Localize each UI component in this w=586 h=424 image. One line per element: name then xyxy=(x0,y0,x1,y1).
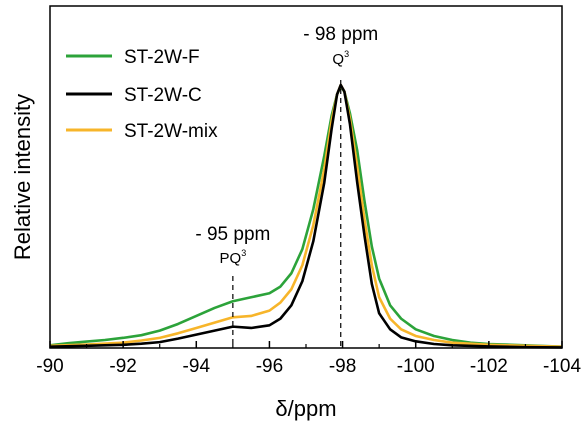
annotation-q3-ppm: - 98 ppm xyxy=(303,24,378,45)
series-line-st-2w-f xyxy=(49,85,563,348)
x-tick-label: -94 xyxy=(183,356,211,377)
x-tick-label: -92 xyxy=(109,356,136,377)
annotation-guides xyxy=(232,80,342,348)
annotation-q3-label: Q3 xyxy=(332,49,349,68)
x-axis-title: δ/ppm xyxy=(275,396,336,421)
x-tick-label: -104 xyxy=(543,356,581,377)
x-tick-label: -98 xyxy=(329,356,356,377)
series-line-st-2w-c xyxy=(49,83,563,349)
x-tick-label: -96 xyxy=(256,356,283,377)
y-axis-title: Relative intensity xyxy=(10,94,35,260)
x-tick-label: -90 xyxy=(36,356,63,377)
legend: ST-2W-F ST-2W-C ST-2W-mix xyxy=(66,47,218,142)
annotation-q3: - 98 ppm Q3 xyxy=(303,24,378,68)
annotation-pq3: - 95 ppm PQ3 xyxy=(195,224,270,267)
annotation-pq3-label: PQ3 xyxy=(220,248,247,267)
series-layer xyxy=(49,83,563,349)
x-tick-label: -100 xyxy=(397,356,435,377)
x-tick-label: -102 xyxy=(470,356,508,377)
annotation-pq3-ppm: - 95 ppm xyxy=(195,224,270,245)
legend-label-st-2w-mix: ST-2W-mix xyxy=(124,121,218,142)
legend-label-st-2w-c: ST-2W-C xyxy=(124,85,202,106)
x-ticks: -90 -92 -94 -96 -98 -100 -102 -104 xyxy=(36,341,581,377)
legend-label-st-2w-f: ST-2W-F xyxy=(124,47,200,68)
